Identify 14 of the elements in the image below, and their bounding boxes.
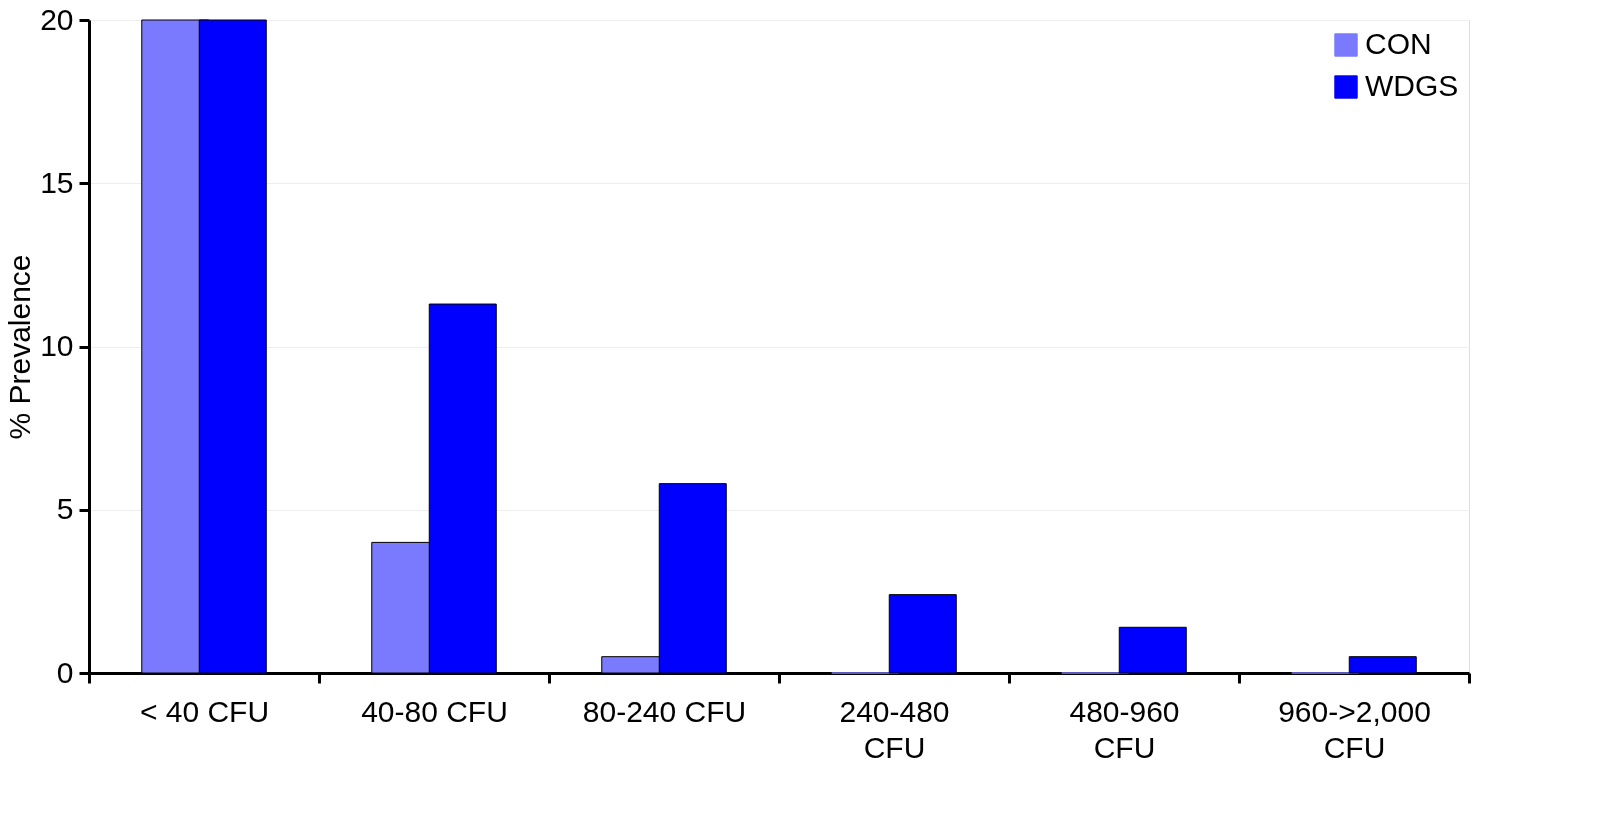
y-tick-label: 20 bbox=[40, 2, 74, 36]
legend-label: CON bbox=[1365, 27, 1432, 60]
x-tick-label: 960->2,000 CFU bbox=[1278, 694, 1431, 764]
y-tick-label: 10 bbox=[40, 329, 74, 362]
x-tick-label: 240-480 CFU bbox=[839, 694, 950, 764]
y-axis-title: % Prevalence bbox=[3, 254, 37, 440]
x-tick-label: 480-960 CFU bbox=[1069, 694, 1180, 764]
y-tick-label: 0 bbox=[56, 655, 74, 689]
x-tick-label: < 40 CFU bbox=[139, 694, 270, 728]
x-tick-label: 80-240 CFU bbox=[582, 694, 747, 728]
y-tick-label: 5 bbox=[56, 492, 74, 526]
y-tick-label: 15 bbox=[40, 165, 74, 199]
legend-label: WDGS bbox=[1365, 69, 1459, 102]
x-tick-label: 40-80 CFU bbox=[361, 694, 508, 728]
